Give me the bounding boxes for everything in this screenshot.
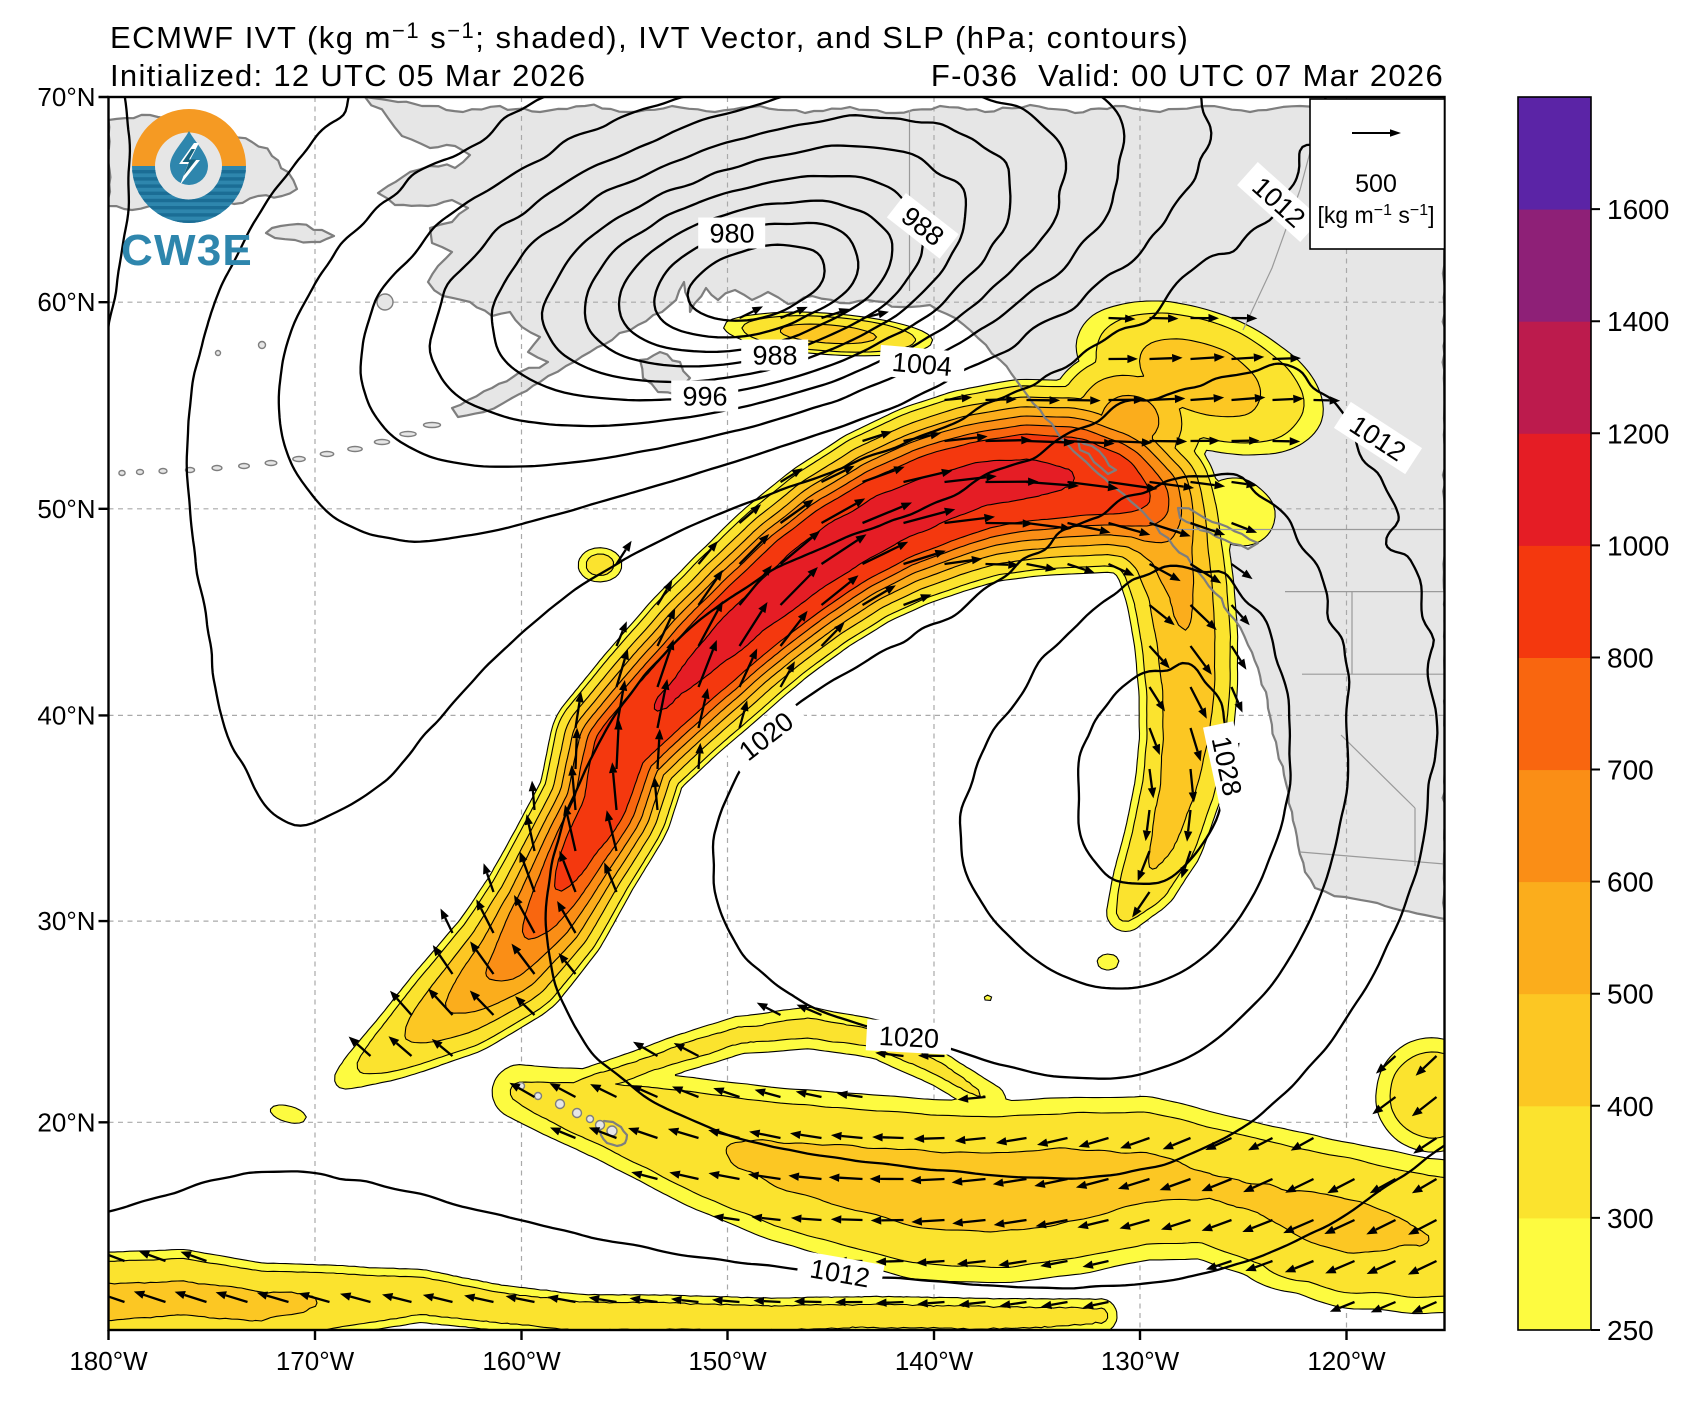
svg-text:1400: 1400 [1607,306,1669,337]
svg-text:500: 500 [1355,170,1397,198]
svg-text:150°W: 150°W [688,1346,767,1376]
svg-text:140°W: 140°W [895,1346,974,1376]
svg-text:120°W: 120°W [1307,1346,1386,1376]
svg-text:160°W: 160°W [482,1346,561,1376]
svg-text:1020: 1020 [878,1021,940,1054]
svg-text:980: 980 [709,219,754,249]
svg-text:70°N: 70°N [37,82,95,112]
svg-text:400: 400 [1607,1091,1654,1122]
svg-text:20°N: 20°N [37,1107,95,1137]
svg-text:F-036 Valid: 00 UTC 07 Mar 20: F-036 Valid: 00 UTC 07 Mar 2026 [931,58,1444,93]
svg-text:996: 996 [682,382,727,412]
svg-text:600: 600 [1607,867,1654,898]
svg-text:1004: 1004 [891,347,953,382]
svg-text:CW3E: CW3E [121,226,253,275]
svg-text:170°W: 170°W [276,1346,355,1376]
svg-text:130°W: 130°W [1101,1346,1180,1376]
svg-text:1600: 1600 [1607,194,1669,225]
svg-text:50°N: 50°N [37,494,95,524]
svg-text:40°N: 40°N [37,700,95,730]
svg-text:300: 300 [1607,1203,1654,1234]
svg-text:ECMWF IVT (kg m−1 s−1; shaded): ECMWF IVT (kg m−1 s−1; shaded), IVT Vect… [110,18,1189,55]
svg-text:988: 988 [752,341,797,371]
svg-text:1200: 1200 [1607,418,1669,449]
svg-text:180°W: 180°W [69,1346,148,1376]
svg-text:1000: 1000 [1607,530,1669,561]
svg-text:Initialized: 12 UTC 05 Mar 202: Initialized: 12 UTC 05 Mar 2026 [110,58,586,93]
svg-text:250: 250 [1607,1315,1654,1346]
svg-text:800: 800 [1607,643,1654,674]
svg-text:500: 500 [1607,979,1654,1010]
svg-text:30°N: 30°N [37,906,95,936]
svg-text:60°N: 60°N [37,287,95,317]
svg-text:700: 700 [1607,755,1654,786]
